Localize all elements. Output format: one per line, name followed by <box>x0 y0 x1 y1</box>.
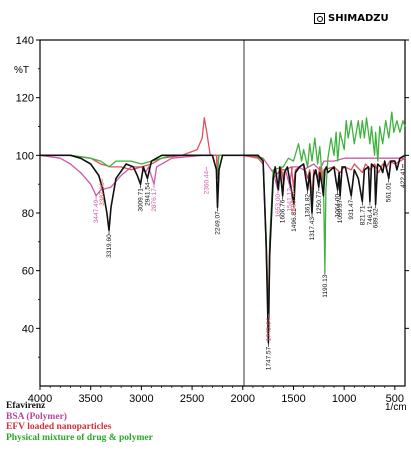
peak-label: 1039.67 <box>337 199 344 223</box>
y-tick-label: 120 <box>16 93 34 105</box>
peak-label: 1317.43 <box>309 217 316 241</box>
x-tick-label: 3000 <box>129 393 153 405</box>
peak-label: 1541.12 <box>286 188 293 212</box>
legend-item-physical-mixture: Physical mixture of drug & polymer <box>6 432 153 443</box>
peak-label: 2360.44 <box>203 170 210 194</box>
legend-item-efavirenz: Efavirenz <box>6 401 46 411</box>
peak-label: 931.47 <box>348 199 355 219</box>
peak-label: 2876.17 <box>151 188 158 212</box>
peak-label: 2941.54 <box>144 182 151 206</box>
x-tick-label: 500 <box>386 393 404 405</box>
series-group <box>39 111 406 344</box>
brand-logo: SHIMADZU <box>314 12 396 25</box>
y-tick-label: 80 <box>22 208 34 220</box>
x-tick-label: 2000 <box>231 393 255 405</box>
x-tick-label: 1500 <box>281 393 305 405</box>
legend-item-bsa: BSA (Polymer) <box>6 411 67 422</box>
peak-label: 1496.81 <box>291 208 298 232</box>
peak-label: 3387.00 <box>99 182 106 206</box>
peak-label: 422.41 <box>400 168 407 188</box>
peak-label: 3009.71 <box>137 188 144 212</box>
peak-label: 1064.00 <box>335 194 342 218</box>
x-tick-label: 4000 <box>28 393 52 405</box>
y-tick-label: 140 <box>16 35 34 47</box>
legend-item-efv-nanoparticles: EFV loaded nanoparticles <box>6 422 112 433</box>
y-tick-label: 60 <box>22 266 34 278</box>
y-axis: 40 60 80 100 120 140 <box>16 35 409 358</box>
brand-name: SHIMADZU <box>328 13 389 24</box>
legend: Efavirenz BSA (Polymer) EFV loaded nanop… <box>6 401 153 443</box>
peak-label: 821.71 <box>359 205 366 225</box>
peak-annotations: 3319.60 3009.71 2941.54 2249.07 1747.57 1606.… <box>93 163 407 370</box>
x-axis-label: 1/cm <box>385 402 407 413</box>
peak-label: 689.52 <box>373 208 380 228</box>
peak-label: 1361.82 <box>305 194 312 218</box>
shimadzu-logo-icon <box>314 13 325 24</box>
peak-label: 561.01 <box>386 182 393 202</box>
x-tick-label: 1000 <box>332 393 356 405</box>
series-line-0 <box>40 154 406 344</box>
peak-label: 1190.13 <box>322 274 329 297</box>
peak-label: 3447.49 <box>93 199 100 223</box>
y-axis-label: %T <box>14 65 29 76</box>
y-tick-label: 40 <box>22 323 34 335</box>
peak-label: 746.41 <box>367 205 374 225</box>
peak-label: 3319.60 <box>106 234 113 258</box>
peak-label: 1250.77 <box>316 191 323 215</box>
peak-label: 1500.72 <box>290 191 297 215</box>
peak-label: 1606.76 <box>280 199 287 223</box>
x-tick-label: 3500 <box>78 393 102 405</box>
peak-label: 1745.64 <box>266 318 273 342</box>
peak-label: 1653.00 <box>275 194 282 218</box>
peak-label: 2249.07 <box>215 211 222 235</box>
x-axis: 4000 3500 3000 2500 2000 1500 1000 500 <box>28 386 404 405</box>
peak-label: 1747.57 <box>265 346 272 370</box>
x-tick-label: 2500 <box>180 393 204 405</box>
y-tick-label: 100 <box>16 150 34 162</box>
